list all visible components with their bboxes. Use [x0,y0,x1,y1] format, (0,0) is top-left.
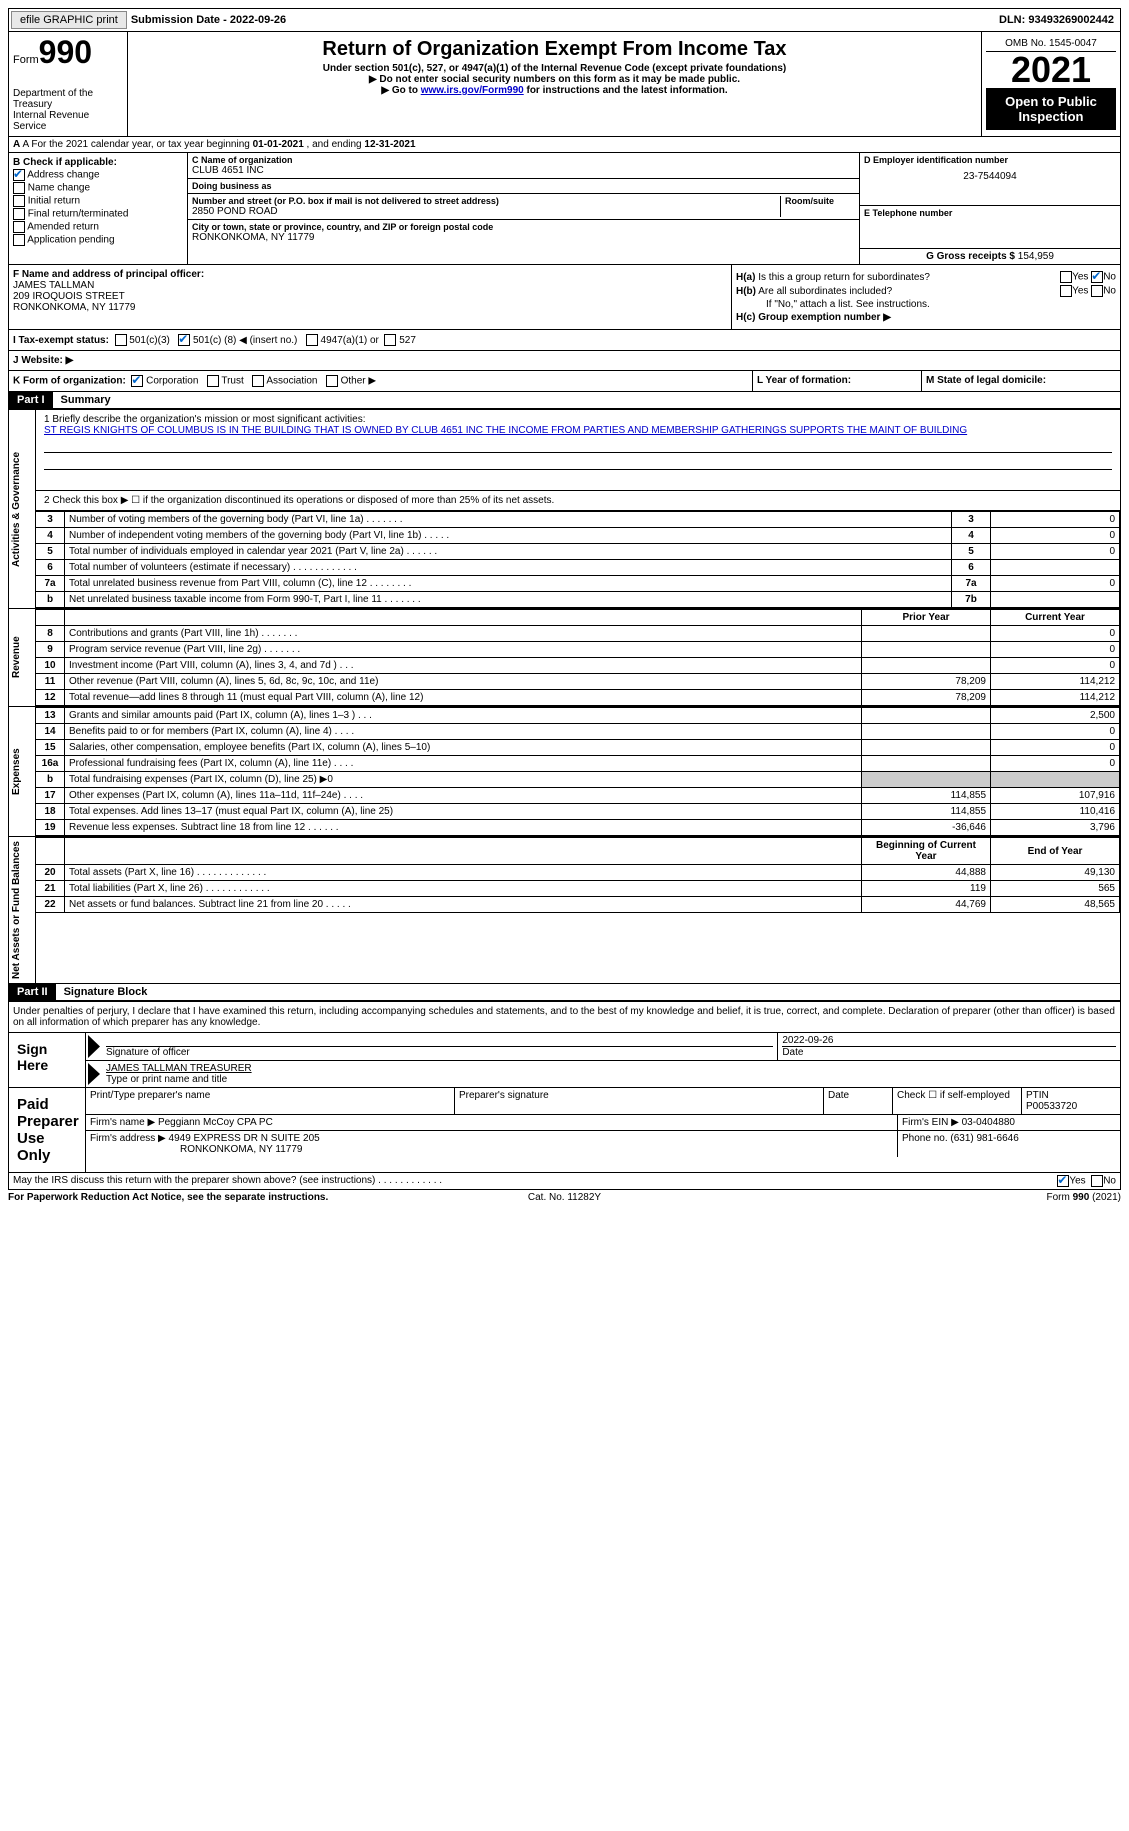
table-expenses: 13Grants and similar amounts paid (Part … [36,707,1120,836]
check-name-change[interactable]: Name change [13,182,183,194]
section-fh: F Name and address of principal officer:… [8,265,1121,330]
arrow-icon [88,1063,100,1085]
summary-exp: Expenses 13Grants and similar amounts pa… [8,707,1121,837]
top-bar: efile GRAPHIC print Submission Date - 20… [8,8,1121,32]
irs-link[interactable]: www.irs.gov/Form990 [421,85,524,96]
city-state-zip: RONKONKOMA, NY 11779 [192,232,855,243]
arrow-icon [88,1035,100,1058]
goto-note: ▶ Go to www.irs.gov/Form990 for instruct… [132,85,977,96]
row-j-website: J Website: ▶ [8,351,1121,371]
perjury-declaration: Under penalties of perjury, I declare th… [8,1002,1121,1033]
tax-year: 2021 [986,52,1116,88]
col-d: D Employer identification number 23-7544… [860,153,1120,264]
footer: For Paperwork Reduction Act Notice, see … [8,1190,1121,1203]
part2-header: Part II Signature Block [8,984,1121,1002]
section-bcd: B Check if applicable: Address change Na… [8,153,1121,265]
check-address-change[interactable]: Address change [13,169,183,181]
ssn-note: ▶ Do not enter social security numbers o… [132,74,977,85]
summary-net: Net Assets or Fund Balances Beginning of… [8,837,1121,984]
submission-date: Submission Date - 2022-09-26 [131,14,286,26]
open-inspection: Open to Public Inspection [986,88,1116,130]
ein: 23-7544094 [864,165,1116,182]
discuss-row: May the IRS discuss this return with the… [8,1173,1121,1190]
form-number: 990 [39,34,92,70]
form-title: Return of Organization Exempt From Incom… [132,38,977,61]
summary-rev: Revenue Prior YearCurrent Year8Contribut… [8,609,1121,707]
street-address: 2850 POND ROAD [192,206,776,217]
row-i-tax-status: I Tax-exempt status: 501(c)(3) 501(c) ( … [8,330,1121,351]
table-net-assets: Beginning of Current YearEnd of Year20To… [36,837,1120,913]
check-amended[interactable]: Amended return [13,221,183,233]
check-final-return[interactable]: Final return/terminated [13,208,183,220]
gross-receipts: 154,959 [1018,251,1054,262]
check-pending[interactable]: Application pending [13,234,183,246]
col-b-checks: B Check if applicable: Address change Na… [9,153,188,264]
table-ag: 3Number of voting members of the governi… [36,511,1120,608]
org-name: CLUB 4651 INC [192,165,855,176]
form-word: Form [13,54,39,66]
efile-print-button[interactable]: efile GRAPHIC print [11,11,127,29]
summary-ag: Activities & Governance 1 Briefly descri… [8,410,1121,609]
paid-preparer-block: Paid Preparer Use Only Print/Type prepar… [8,1088,1121,1173]
mission-text: ST REGIS KNIGHTS OF COLUMBUS IS IN THE B… [44,425,1112,436]
dln: DLN: 93493269002442 [999,14,1118,26]
row-klm: K Form of organization: Corporation Trus… [8,371,1121,392]
form-subtitle: Under section 501(c), 527, or 4947(a)(1)… [132,63,977,74]
table-revenue: Prior YearCurrent Year8Contributions and… [36,609,1120,706]
tax-year-row: A A For the 2021 calendar year, or tax y… [8,137,1121,153]
officer-name: JAMES TALLMAN [13,280,94,291]
sign-here-block: Sign Here Signature of officer 2022-09-2… [8,1033,1121,1088]
col-c-org: C Name of organization CLUB 4651 INC Doi… [188,153,860,264]
form-header: Form990 Department of the Treasury Inter… [8,32,1121,137]
dept-treasury: Department of the Treasury [13,88,123,110]
check-initial-return[interactable]: Initial return [13,195,183,207]
irs-label: Internal Revenue Service [13,110,123,132]
part1-header: Part I Summary [8,392,1121,410]
